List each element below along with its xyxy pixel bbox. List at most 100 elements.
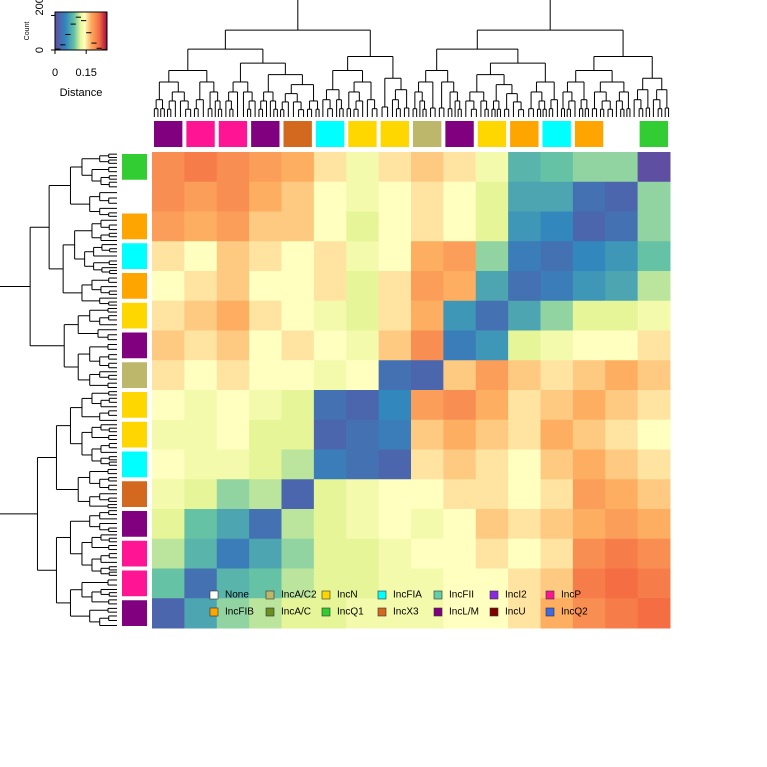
- heatmap-cell: [572, 509, 606, 540]
- heatmap-cell: [475, 181, 509, 212]
- heatmap-cell: [443, 241, 477, 272]
- heatmap-cell: [572, 152, 606, 183]
- heatmap-cell: [152, 390, 185, 421]
- heatmap-cell: [249, 419, 282, 450]
- heatmap-cell: [378, 419, 412, 450]
- heatmap-cell: [411, 419, 444, 450]
- heatmap-cell: [216, 211, 250, 242]
- heatmap-cell: [216, 449, 250, 480]
- heatmap-cell: [572, 449, 606, 480]
- heatmap-cell: [605, 538, 639, 569]
- key-gradient: [93, 12, 95, 50]
- heatmap-cell: [443, 479, 477, 510]
- heatmap-cell: [378, 271, 412, 302]
- heatmap-cell: [475, 360, 509, 391]
- heatmap-cell: [443, 181, 477, 212]
- heatmap-cell: [378, 479, 412, 510]
- heatmap-cell: [572, 271, 606, 302]
- heatmap-cell: [216, 419, 250, 450]
- key-gradient: [63, 12, 65, 50]
- row-annotation: [122, 600, 147, 626]
- heatmap-cell: [184, 300, 218, 331]
- heatmap-cell: [572, 211, 606, 242]
- heatmap-cell: [475, 390, 509, 421]
- heatmap-cell: [411, 211, 444, 242]
- heatmap-cell: [572, 181, 606, 212]
- heatmap-cell: [508, 568, 541, 599]
- row-annotation: [122, 362, 147, 388]
- heatmap-cell: [346, 271, 380, 302]
- legend-swatch: [265, 590, 275, 600]
- heatmap-cell: [443, 598, 477, 629]
- heatmap-cell: [249, 241, 282, 272]
- heatmap-cell: [605, 330, 639, 361]
- heatmap-cell: [152, 211, 185, 242]
- heatmap-cell: [216, 509, 250, 540]
- legend-label: IncI2: [505, 590, 527, 601]
- heatmap-cell: [572, 330, 606, 361]
- heatmap-cell: [152, 568, 185, 599]
- key-gradient: [61, 12, 63, 50]
- key-gradient: [79, 12, 81, 50]
- legend-swatch: [209, 590, 219, 600]
- key-gradient: [92, 12, 94, 50]
- heatmap-cell: [346, 449, 380, 480]
- heatmap-cell: [443, 330, 477, 361]
- heatmap-cell: [313, 300, 347, 331]
- heatmap-cell: [184, 419, 218, 450]
- key-gradient: [78, 12, 80, 50]
- heatmap-cell: [572, 300, 606, 331]
- legend-swatch: [321, 590, 331, 600]
- heatmap-cell: [249, 479, 282, 510]
- heatmap-cell: [152, 419, 185, 450]
- heatmap-cell: [281, 568, 315, 599]
- heatmap-cell: [508, 509, 541, 540]
- heatmap-cell: [540, 538, 574, 569]
- heatmap-cell: [346, 181, 380, 212]
- legend-swatch: [209, 607, 219, 617]
- legend-swatch: [377, 590, 387, 600]
- heatmap-cell: [572, 360, 606, 391]
- x-tick-label: 0: [52, 67, 58, 79]
- heatmap-cell: [378, 330, 412, 361]
- heatmap-cell: [540, 181, 574, 212]
- col-annotation: [574, 121, 604, 147]
- y-tick-label: 0: [34, 47, 46, 53]
- heatmap-cell: [508, 538, 541, 569]
- heatmap-cell: [637, 598, 671, 629]
- heatmap-cell: [475, 479, 509, 510]
- row-annotation: [122, 421, 147, 448]
- key-gradient: [85, 12, 87, 50]
- heatmap-cell: [540, 509, 574, 540]
- heatmap-cell: [249, 211, 282, 242]
- row-annotation: [122, 511, 147, 537]
- key-gradient: [89, 12, 91, 50]
- heatmap-cell: [475, 300, 509, 331]
- heatmap-cell: [313, 360, 347, 391]
- key-gradient: [94, 12, 96, 50]
- key-gradient: [88, 12, 90, 50]
- heatmap-cell: [152, 598, 185, 629]
- heatmap-cell: [249, 390, 282, 421]
- heatmap-cell: [637, 181, 671, 212]
- heatmap-cell: [540, 211, 574, 242]
- heatmap-cell: [346, 509, 380, 540]
- heatmap-cell: [249, 449, 282, 480]
- legend-label: IncFIA: [393, 590, 422, 601]
- heatmap-cell: [313, 449, 347, 480]
- heatmap-cell: [572, 419, 606, 450]
- heatmap-cell: [540, 300, 574, 331]
- heatmap-cell: [475, 271, 509, 302]
- col-annotation: [607, 121, 636, 147]
- row-annotation: [122, 302, 147, 329]
- heatmap-cell: [605, 181, 639, 212]
- key-gradient: [56, 12, 58, 50]
- key-gradient: [100, 12, 102, 50]
- heatmap-cell: [378, 241, 412, 272]
- heatmap-cell: [475, 419, 509, 450]
- heatmap-cell: [508, 152, 541, 183]
- heatmap-cell: [281, 330, 315, 361]
- heatmap-cell: [281, 449, 315, 480]
- heatmap-cell: [411, 330, 444, 361]
- heatmap-cell: [508, 330, 541, 361]
